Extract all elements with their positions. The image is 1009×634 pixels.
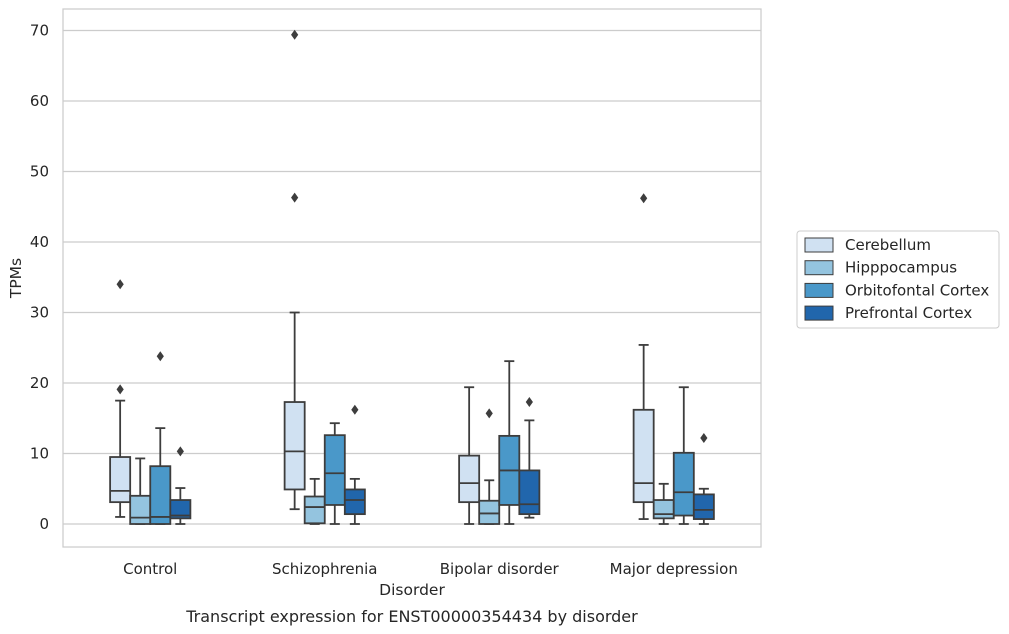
iqr-box	[283, 401, 306, 491]
outlier-point	[291, 29, 299, 40]
legend-swatch	[804, 282, 834, 298]
iqr-box	[169, 499, 192, 520]
y-axis-title: TPMs	[7, 258, 25, 299]
outlier-point	[176, 446, 184, 457]
legend-frame	[796, 230, 1000, 329]
box-series	[109, 29, 715, 525]
iqr-box	[129, 494, 152, 525]
iqr-box	[652, 499, 675, 520]
box	[149, 351, 172, 525]
y-tick-label: 60	[30, 92, 49, 110]
box	[323, 422, 346, 525]
outlier-point	[525, 397, 533, 408]
series-cerebellum	[109, 29, 655, 525]
legend-items: Cerebellum Hipppocampus Orbitofontal Corte…	[804, 236, 989, 322]
x-tick-label: Bipolar disorder	[440, 560, 560, 578]
legend-label: Prefrontal Cortex	[845, 304, 972, 322]
box	[632, 193, 655, 520]
iqr-box	[343, 488, 366, 516]
outlier-point	[116, 279, 124, 290]
x-tick-label: Control	[123, 560, 177, 578]
series-hipppocampus	[129, 408, 675, 525]
box	[109, 279, 132, 518]
iqr-box	[323, 434, 346, 506]
box	[692, 432, 715, 525]
outlier-point	[116, 384, 124, 395]
box	[343, 404, 366, 525]
iqr-box	[109, 456, 132, 504]
legend-label: Cerebellum	[845, 236, 931, 254]
iqr-box	[672, 451, 695, 517]
x-tick-label: Major depression	[610, 560, 738, 578]
x-tick-label: Schizophrenia	[272, 560, 377, 578]
legend-label: Hipppocampus	[845, 259, 957, 277]
y-tick-label: 40	[30, 233, 49, 251]
x-axis-title: Disorder	[379, 581, 445, 599]
iqr-box	[458, 454, 481, 504]
legend: Cerebellum Hipppocampus Orbitofontal Corte…	[796, 230, 1000, 329]
box	[672, 386, 695, 525]
iqr-box	[303, 495, 326, 525]
chart-caption: Transcript expression for ENST0000035443…	[185, 607, 638, 626]
outlier-point	[700, 432, 708, 443]
y-tick-label: 50	[30, 163, 49, 181]
y-tick-label: 30	[30, 304, 49, 322]
iqr-box	[478, 499, 501, 525]
outlier-point	[351, 404, 359, 415]
legend-swatch	[804, 305, 834, 321]
box	[478, 408, 501, 525]
outlier-point	[640, 193, 648, 204]
series-prefrontal-cortex	[169, 397, 715, 525]
y-tick-label: 20	[30, 374, 49, 392]
box	[518, 397, 541, 519]
legend-swatch	[804, 260, 834, 276]
iqr-box	[632, 408, 655, 504]
series-orbitofontal-cortex	[149, 351, 695, 525]
box	[458, 386, 481, 525]
y-tick-label: 0	[39, 515, 49, 533]
outlier-point	[291, 192, 299, 203]
outlier-point	[156, 351, 164, 362]
y-tick-labels: 0 10 20 30 40 50 60 70	[30, 22, 49, 534]
iqr-box	[149, 465, 172, 525]
iqr-box	[692, 493, 715, 520]
outlier-point	[485, 408, 493, 419]
legend-swatch	[804, 237, 834, 253]
y-tick-label: 10	[30, 445, 49, 463]
legend-label: Orbitofontal Cortex	[845, 281, 989, 299]
box	[169, 446, 192, 525]
box	[283, 29, 306, 511]
x-tick-labels: Control Schizophrenia Bipolar disorder Majo…	[123, 560, 738, 578]
box	[303, 477, 326, 525]
y-tick-label: 70	[30, 22, 49, 40]
iqr-box	[518, 469, 541, 516]
